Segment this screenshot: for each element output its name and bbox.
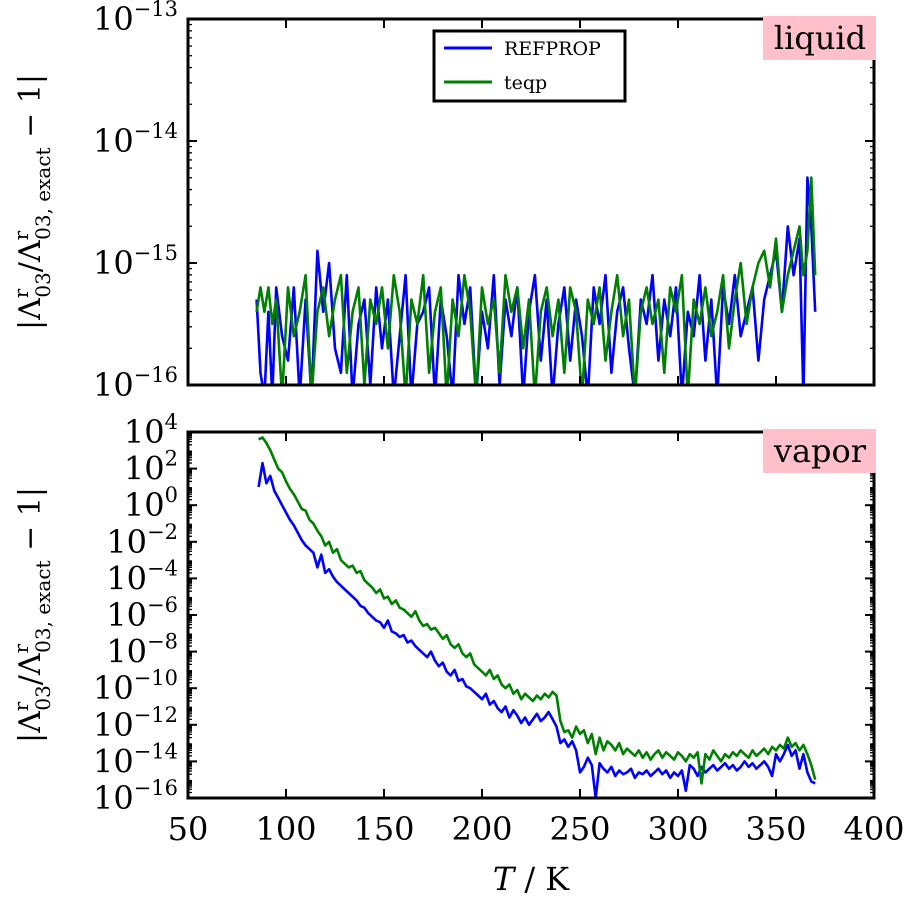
top-y-axis-label: |Λr03/Λr03, exact − 1| [9,74,55,330]
x-tick-label: 400 [843,810,904,848]
y-tick-label: 104 [124,410,178,451]
x-tick-label: 200 [451,810,512,848]
y-tick-label: 10−16 [93,776,178,817]
x-tick-label: 300 [647,810,708,848]
top-plot-lines [255,176,817,385]
y-tick-label: 10−8 [106,630,178,671]
y-tick-label: 102 [124,447,178,488]
y-tick-label: 10−14 [93,119,178,160]
y-tick-label: 10−12 [93,703,178,744]
y-tick-label: 10−10 [93,666,178,707]
y-tick-label: 10−14 [93,739,178,780]
legend-teqp-label: teqp [504,72,547,94]
x-tick-label: 250 [549,810,610,848]
legend-box [432,29,627,103]
y-tick-label: 10−2 [106,520,178,561]
top-panel: 10−16 10−15 10−14 10−13 liquid REFPROP teqp… [9,0,876,404]
y-tick-label: 10−6 [106,593,178,634]
vapor-label-bg [763,429,876,473]
bottom-series-teqp [258,436,817,785]
legend: REFPROP teqp [432,29,627,103]
y-tick-label: 100 [124,483,178,524]
y-tick-label: 10−16 [93,363,178,404]
legend-refprop-label: REFPROP [504,38,601,60]
x-tick-label: 150 [353,810,414,848]
x-tick-label: 50 [168,810,209,848]
top-series-teqp [255,176,817,385]
bottom-plot-lines [257,436,817,798]
top-axes-frame [186,17,876,387]
bottom-y-axis-label: |Λr03/Λr03, exact − 1| [9,487,55,743]
bottom-panel: 10−1610−1410−1210−1010−810−610−410−21001… [9,410,905,898]
x-tick-label: 350 [745,810,806,848]
bottom-x-ticks: 50 100 150 200 250 300 350 400 [168,432,905,848]
y-tick-label: 10−13 [93,0,178,38]
liquid-label: liquid [774,19,866,57]
y-tick-label: 10−15 [93,241,178,282]
x-tick-label: 100 [255,810,316,848]
vapor-label: vapor [773,432,867,470]
bottom-axes-frame [186,430,876,800]
x-axis-label: T / K [493,860,570,898]
bottom-series-refprop [257,461,816,798]
y-tick-label: 10−4 [106,556,178,597]
liquid-label-bg [763,16,876,60]
